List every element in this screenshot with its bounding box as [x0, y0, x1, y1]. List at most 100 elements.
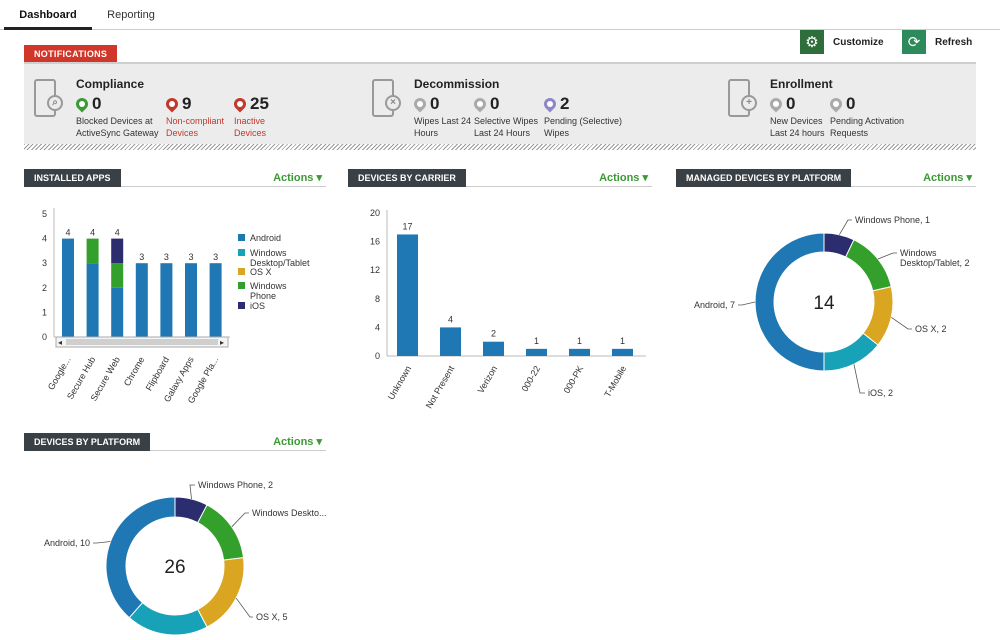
y-tick-label: 1 [42, 307, 47, 317]
actions-dropdown[interactable]: Actions ▾ [599, 172, 648, 184]
stat-value: 2 [560, 94, 570, 113]
donut-total: 14 [813, 293, 835, 314]
x-tick-label: 000-22 [520, 364, 543, 393]
donut-slice [754, 232, 825, 372]
stat-selective-wipes-24h[interactable]: 0 Selective Wipes Last 24 Hours [471, 94, 538, 139]
y-tick-label: 20 [370, 208, 380, 218]
stat-value: 0 [786, 94, 796, 113]
donut-total: 26 [164, 557, 185, 578]
stat-desc: Pending Activation Requests [830, 116, 905, 138]
bar-value-label: 3 [213, 252, 218, 262]
installed-apps-header: INSTALLED APPS Actions ▾ [24, 169, 326, 187]
pin-icon [73, 95, 91, 113]
y-tick-label: 4 [42, 234, 47, 244]
y-tick-label: 12 [370, 265, 380, 275]
donut-slice [823, 232, 855, 258]
stat-value: 0 [430, 94, 440, 113]
top-nav: Dashboard Reporting [0, 0, 1000, 30]
bar [526, 348, 547, 356]
stat-value: 0 [92, 94, 102, 113]
stat-inactive-devices[interactable]: 25 Inactive Devices [231, 94, 269, 139]
compliance-group: ⌕ Compliance 0 Blocked Devices at ActiveS… [24, 64, 354, 144]
x-tick-label: Google Pla... [186, 355, 221, 405]
stat-new-devices[interactable]: 0 New Devices Last 24 hours [767, 94, 825, 139]
donut-slice [105, 496, 176, 619]
stat-noncompliant-devices[interactable]: 9 Non-compliant Devices [163, 94, 225, 139]
slice-label: iOS, 2 [868, 388, 893, 398]
section-title: DEVICES BY PLATFORM [24, 433, 151, 451]
legend-swatch [238, 234, 245, 241]
x-tick-label: T-Mobile [602, 364, 628, 399]
slice-label: Android, 10 [44, 538, 90, 548]
bar-value-label: 1 [620, 336, 625, 346]
bar-segment [135, 263, 148, 337]
customize-button[interactable]: ⚙ Customize [800, 30, 884, 54]
bar-value-label: 3 [188, 252, 193, 262]
callout-line [231, 512, 249, 528]
slice-label: Desktop/Tablet, 2 [900, 258, 970, 268]
bar-value-label: 3 [139, 252, 144, 262]
stat-value: 25 [250, 94, 269, 113]
donut-slice [197, 557, 245, 628]
stat-value: 0 [846, 94, 856, 113]
legend-swatch [238, 249, 245, 256]
donut-slice [845, 239, 892, 292]
slice-label: OS X, 2 [915, 324, 947, 334]
stat-pending-wipes[interactable]: 2 Pending (Selective) Wipes [541, 94, 623, 139]
stat-desc: Inactive Devices [234, 116, 267, 138]
slice-label: Windows Deskto... [252, 508, 327, 518]
x-tick-label: Google... [46, 355, 73, 392]
tab-dashboard[interactable]: Dashboard [4, 0, 92, 30]
bar-value-label: 4 [90, 228, 95, 238]
bar-segment [86, 238, 99, 264]
x-tick-label: Verizon [476, 364, 500, 395]
bar-segment [160, 263, 173, 337]
section-title: INSTALLED APPS [24, 169, 121, 187]
group-title: Enrollment [770, 77, 833, 91]
callout-line [93, 541, 111, 544]
slice-label: OS X, 5 [256, 612, 288, 622]
tab-reporting[interactable]: Reporting [107, 9, 155, 21]
stat-value: 0 [490, 94, 500, 113]
horizontal-scrollbar [55, 336, 229, 348]
divider-stripe [24, 144, 976, 150]
slice-label: Windows [900, 248, 937, 258]
donut-slice [197, 504, 245, 561]
bar-segment [185, 263, 197, 337]
bar-segment [111, 238, 124, 264]
stat-blocked-devices[interactable]: 0 Blocked Devices at ActiveSync Gateway [73, 94, 159, 139]
devices-by-platform-header: DEVICES BY PLATFORM Actions ▾ [24, 433, 326, 451]
donut-slice [823, 332, 879, 372]
actions-dropdown[interactable]: Actions ▾ [923, 172, 972, 184]
section-title: MANAGED DEVICES BY PLATFORM [676, 169, 852, 187]
pin-icon [471, 95, 489, 113]
legend-label: Android [250, 233, 281, 243]
stat-desc: Pending (Selective) Wipes [544, 116, 623, 138]
callout-line [877, 252, 897, 260]
enrollment-group: + Enrollment 0 New Devices Last 24 hours … [718, 64, 976, 144]
bar [612, 348, 633, 356]
slice-label: Windows Phone, 2 [198, 480, 273, 490]
bar-segment [86, 263, 99, 337]
y-tick-label: 5 [42, 209, 47, 219]
stat-pending-activation[interactable]: 0 Pending Activation Requests [827, 94, 905, 139]
customize-label: Customize [833, 36, 884, 48]
stat-desc: Blocked Devices at ActiveSync Gateway [76, 116, 159, 138]
phone-search-icon: ⌕ [34, 79, 63, 117]
stat-wipes-24h[interactable]: 0 Wipes Last 24 Hours [411, 94, 471, 139]
group-title: Decommission [414, 77, 500, 91]
refresh-icon: ⟳ [902, 30, 926, 54]
x-tick-label: Secure Web [89, 355, 122, 403]
x-tick-label: Not Present [424, 364, 457, 411]
stat-desc: Non-compliant Devices [166, 116, 225, 138]
pin-icon [231, 95, 249, 113]
actions-dropdown[interactable]: Actions ▾ [273, 172, 322, 184]
slice-label: Windows Phone, 1 [855, 215, 930, 225]
actions-dropdown[interactable]: Actions ▾ [273, 436, 322, 448]
legend-swatch [238, 268, 245, 275]
legend-swatch [238, 282, 245, 289]
callout-line [189, 484, 195, 500]
y-tick-label: 16 [370, 237, 380, 247]
bar-segment [111, 263, 124, 288]
refresh-button[interactable]: ⟳ Refresh [902, 30, 972, 54]
